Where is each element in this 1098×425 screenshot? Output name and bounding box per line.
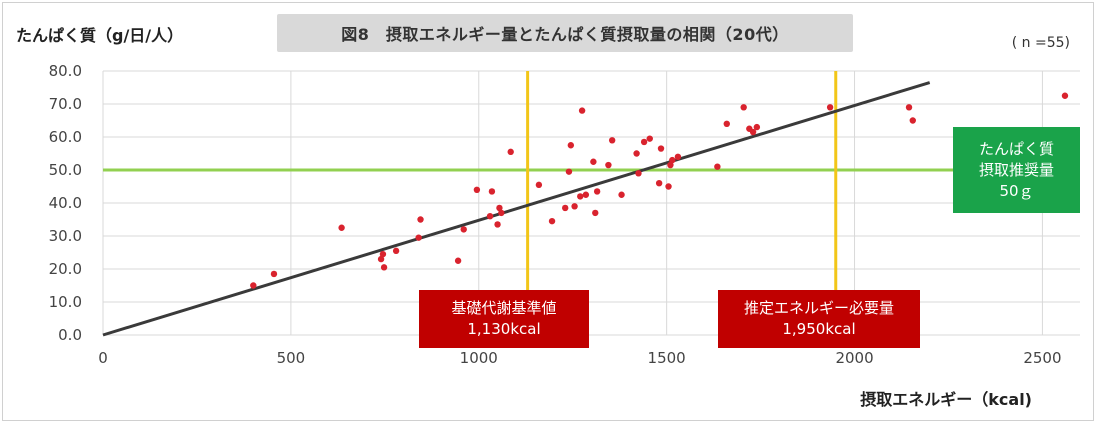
data-point xyxy=(657,145,665,152)
rda-annotation: たんぱく質 摂取推奨量 50ｇ xyxy=(953,127,1080,213)
x-tick-label: 2500 xyxy=(1023,349,1061,367)
data-point xyxy=(582,191,590,198)
bmr-value: 1,130kcal xyxy=(467,320,541,338)
rda-label-line2: 摂取推奨量 xyxy=(978,160,1054,179)
data-point xyxy=(905,104,913,111)
data-point xyxy=(380,264,388,271)
eer-value: 1,950kcal xyxy=(782,320,856,338)
data-point xyxy=(561,204,569,212)
rda-value: 50ｇ xyxy=(999,181,1034,200)
data-point xyxy=(496,204,503,212)
rda-label-line1: たんぱく質 xyxy=(978,139,1054,158)
data-point xyxy=(460,226,467,233)
data-point xyxy=(608,137,616,144)
data-point xyxy=(618,191,625,198)
data-point xyxy=(250,282,257,289)
data-point xyxy=(635,170,642,177)
data-point xyxy=(507,148,514,156)
data-point xyxy=(417,216,424,223)
data-point xyxy=(592,209,599,217)
data-point xyxy=(571,203,578,210)
y-tick-label: 10.0 xyxy=(49,293,82,311)
data-point xyxy=(454,257,462,264)
x-tick-label: 500 xyxy=(277,349,306,367)
data-point xyxy=(535,181,543,189)
data-point xyxy=(826,104,834,111)
chart-title: 図8 摂取エネルギー量とたんぱく質摂取量の相関（20代） xyxy=(277,14,853,52)
data-point xyxy=(565,168,573,175)
data-point xyxy=(415,234,422,241)
data-point xyxy=(674,153,682,160)
data-point xyxy=(338,224,345,231)
y-tick-label: 40.0 xyxy=(49,194,82,212)
data-point xyxy=(498,209,505,217)
data-point xyxy=(1061,92,1069,99)
data-point xyxy=(379,250,387,258)
bmr-label: 基礎代謝基準値 xyxy=(451,299,557,317)
x-tick-label: 2000 xyxy=(835,349,873,367)
data-point xyxy=(714,163,721,170)
data-point xyxy=(473,186,481,193)
bmr-annotation: 基礎代謝基準値 1,130kcal xyxy=(419,290,589,348)
data-point xyxy=(567,142,575,149)
sample-size-label: ( n =55) xyxy=(1011,35,1070,51)
x-tick-label: 0 xyxy=(98,349,108,367)
eer-label: 推定エネルギー必要量 xyxy=(743,299,894,317)
y-tick-label: 60.0 xyxy=(49,128,82,146)
data-point xyxy=(740,104,747,111)
data-point xyxy=(270,270,278,278)
data-point xyxy=(646,135,653,142)
data-point xyxy=(640,138,648,146)
data-point xyxy=(486,213,494,220)
y-tick-label: 30.0 xyxy=(49,227,82,245)
data-point xyxy=(392,247,400,255)
x-axis-title: 摂取エネルギー（kcal) xyxy=(860,390,1032,409)
data-point xyxy=(749,128,757,136)
data-point xyxy=(633,150,640,157)
data-point xyxy=(665,183,672,190)
y-tick-label: 20.0 xyxy=(49,260,82,278)
data-point xyxy=(377,255,385,263)
data-point xyxy=(605,161,612,169)
y-tick-label: 50.0 xyxy=(49,161,82,179)
data-point xyxy=(577,193,584,200)
data-point xyxy=(669,156,676,164)
data-point xyxy=(548,217,556,225)
y-tick-label: 0.0 xyxy=(58,326,82,344)
data-point xyxy=(494,221,501,228)
data-point xyxy=(667,161,674,169)
x-tick-label: 1500 xyxy=(648,349,686,367)
data-point xyxy=(753,123,761,131)
data-point xyxy=(909,117,916,124)
data-point xyxy=(590,158,597,165)
eer-annotation: 推定エネルギー必要量 1,950kcal xyxy=(718,290,920,348)
y-axis-title: たんぱく質（g/日/人） xyxy=(16,26,184,45)
data-point xyxy=(723,120,730,128)
y-tick-label: 80.0 xyxy=(49,62,82,80)
data-point xyxy=(578,107,586,114)
data-point xyxy=(655,180,663,187)
data-point xyxy=(488,188,496,195)
x-tick-label: 1000 xyxy=(460,349,498,367)
data-point xyxy=(593,188,601,195)
y-tick-label: 70.0 xyxy=(49,95,82,113)
trend-line xyxy=(102,81,931,337)
